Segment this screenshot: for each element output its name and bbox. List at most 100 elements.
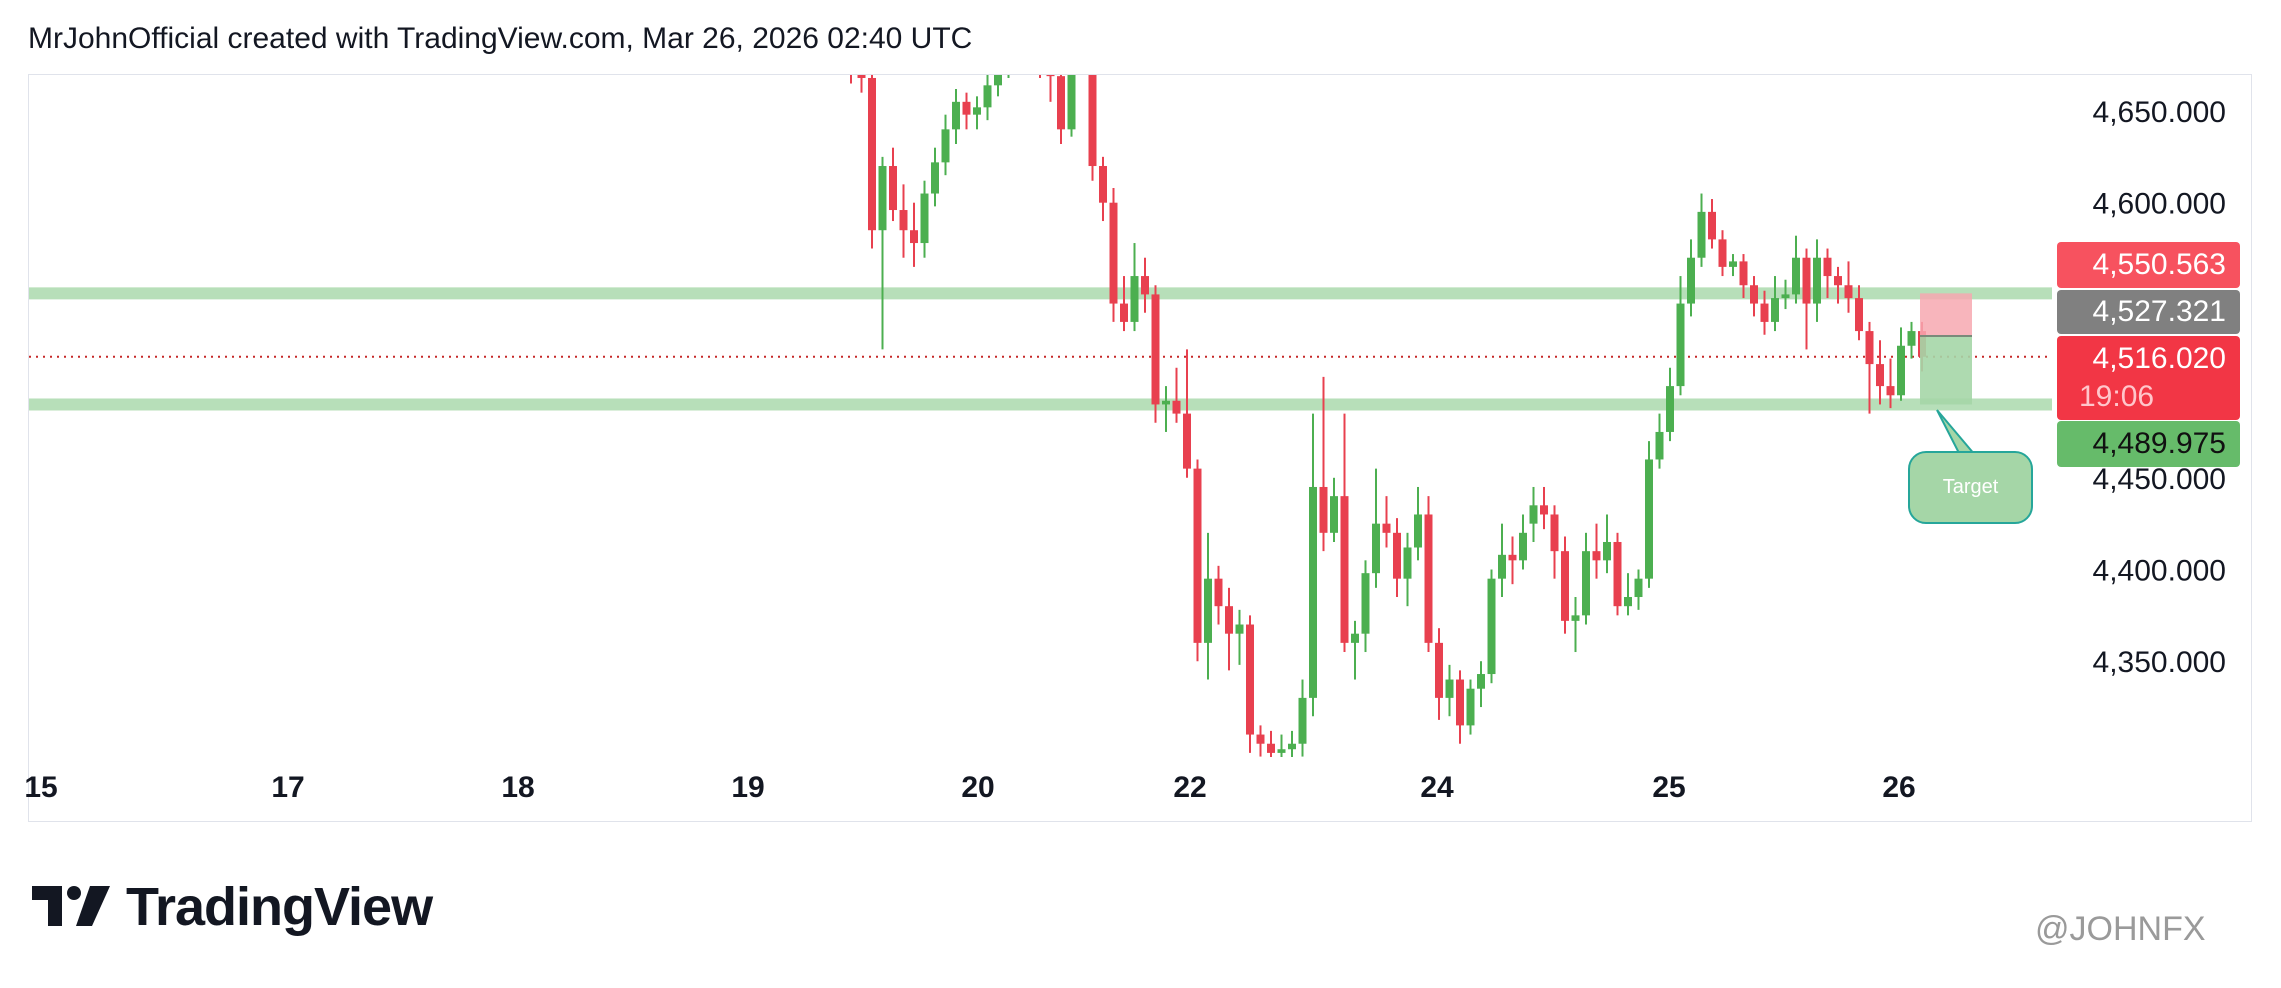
candle-body [1813, 257, 1821, 304]
candle-body [1078, 56, 1086, 63]
candle-body [962, 101, 971, 115]
candle [1046, 75, 1055, 102]
candle [1771, 276, 1779, 332]
candle-body [889, 166, 897, 211]
price-axis[interactable]: 4,650.000 4,600.000 4,450.000 4,400.000 4,35… [2093, 96, 2226, 679]
x-tick-label: 18 [501, 771, 534, 804]
candle [1519, 514, 1527, 570]
zone-band-0[interactable] [29, 287, 2052, 300]
logo-text: TradingView [126, 877, 433, 937]
candle-body [1781, 294, 1790, 299]
candle [1277, 734, 1286, 757]
x-tick-label: 24 [1420, 771, 1454, 804]
candle [1645, 441, 1653, 588]
candle [1823, 248, 1832, 299]
candle-body [1802, 257, 1811, 304]
candle [1057, 75, 1065, 145]
candle [1624, 573, 1632, 616]
candle [1172, 367, 1181, 423]
candle-body [1256, 734, 1265, 744]
candle [1718, 230, 1727, 277]
x-tick-label: 19 [731, 771, 764, 804]
candle-body [1729, 261, 1737, 267]
candle-body [1026, 38, 1034, 47]
candle-body [1162, 400, 1170, 405]
candle-body [1655, 431, 1664, 460]
candle-body [1183, 413, 1191, 469]
candle-body [1445, 679, 1454, 698]
candle-body [1130, 276, 1139, 322]
candle [1865, 321, 1874, 414]
candle-body [878, 166, 887, 231]
tradingview-logo[interactable]: TradingView [32, 876, 433, 938]
candle-body [1876, 364, 1884, 387]
bar-countdown: 19:06 [2079, 380, 2155, 413]
candle [931, 147, 939, 207]
candle-body [1529, 505, 1538, 524]
zone-band-1[interactable] [29, 398, 2052, 411]
candle-body [1288, 743, 1296, 750]
y-tick-label: 4,650.000 [2093, 96, 2226, 129]
candle [1246, 615, 1254, 753]
candle [1204, 532, 1212, 680]
candle-body [1907, 331, 1916, 346]
candle-body [1036, 47, 1044, 64]
candle [1729, 254, 1737, 277]
candle-body [1592, 551, 1601, 561]
candle [1099, 156, 1107, 222]
short-position-tool[interactable] [1920, 293, 1978, 456]
tradingview-logo-icon [32, 886, 110, 926]
candle [1424, 496, 1433, 653]
candle [1445, 664, 1454, 717]
candle [1603, 514, 1611, 574]
candle [868, 75, 876, 249]
candle [1886, 358, 1895, 409]
candle-body [1571, 615, 1580, 621]
candle [1141, 257, 1149, 313]
candle-body [1414, 514, 1422, 548]
x-tick-label: 25 [1652, 771, 1685, 804]
candle-body [1676, 303, 1685, 387]
candle-body [1330, 496, 1338, 533]
candle [1592, 523, 1601, 579]
candle [1498, 523, 1506, 598]
candle [1330, 477, 1338, 542]
position-risk-zone[interactable] [1920, 293, 1972, 336]
candle [1214, 565, 1223, 625]
candle-body [1498, 554, 1506, 579]
candle-body [1855, 298, 1863, 332]
candle-body [1603, 541, 1611, 561]
candle-body [1771, 298, 1779, 322]
candle-body [1886, 386, 1895, 396]
candle [1151, 285, 1160, 423]
candle-body [1613, 541, 1622, 607]
candles [850, 38, 1926, 757]
candle-body [1424, 514, 1433, 643]
candle [1666, 367, 1674, 442]
candle [1361, 560, 1370, 653]
x-tick-label: 17 [271, 771, 304, 804]
support-resistance-zones [29, 287, 2052, 411]
candle [1403, 532, 1412, 607]
candle-body [1204, 578, 1212, 643]
candle [1697, 193, 1706, 267]
candle [1613, 532, 1622, 616]
candle-body [920, 193, 929, 244]
candle [850, 75, 852, 84]
position-reward-zone[interactable] [1920, 335, 1972, 405]
candle [1708, 199, 1716, 249]
time-axis[interactable]: 15 17 18 19 20 22 24 25 26 [24, 771, 1915, 804]
candle [910, 202, 918, 267]
candle [1855, 285, 1863, 341]
candle-body [952, 101, 960, 130]
candle [1802, 248, 1811, 350]
y-tick-label: 4,600.000 [2093, 188, 2226, 221]
target-callout[interactable]: Target [1908, 451, 2033, 524]
candle [1351, 620, 1359, 680]
target-price-label: 4,489.975 [2057, 421, 2240, 467]
candle-body [1309, 486, 1317, 698]
candle-body [1298, 697, 1307, 744]
chart-header: MrJohnOfficial created with TradingView.… [28, 22, 973, 55]
candle-body [1519, 532, 1527, 561]
